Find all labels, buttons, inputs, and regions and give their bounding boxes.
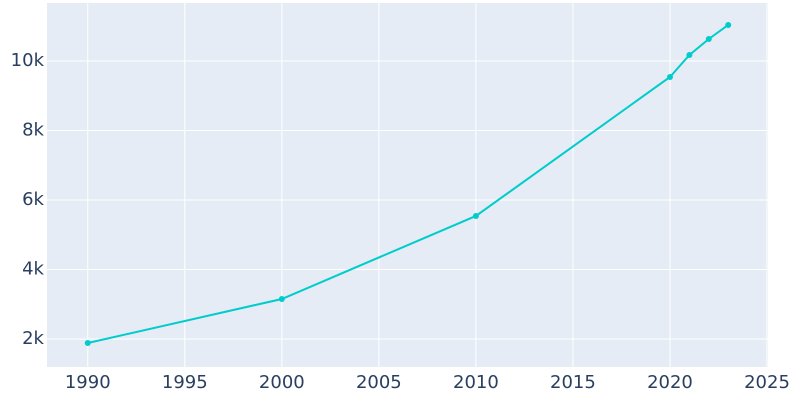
y-tick-label: 10k	[11, 50, 45, 71]
point	[686, 51, 693, 58]
x-tick-label: 1990	[65, 372, 111, 393]
point	[278, 295, 285, 302]
point	[705, 36, 712, 43]
y-tick-label: 4k	[22, 258, 44, 279]
x-tick-label: 1995	[162, 372, 208, 393]
x-tick-label: 2020	[647, 372, 693, 393]
x-tick-label: 2000	[259, 372, 305, 393]
point	[472, 212, 479, 219]
x-tick-label: 2015	[550, 372, 596, 393]
x-tick-label: 2025	[744, 372, 790, 393]
point	[666, 73, 673, 80]
point	[725, 21, 732, 28]
point	[84, 339, 91, 346]
plot-area	[47, 3, 768, 367]
y-tick-label: 6k	[22, 189, 44, 210]
y-tick-label: 2k	[22, 328, 44, 349]
x-tick-label: 2010	[453, 372, 499, 393]
y-tick-label: 8k	[22, 119, 44, 140]
x-tick-label: 2005	[356, 372, 402, 393]
